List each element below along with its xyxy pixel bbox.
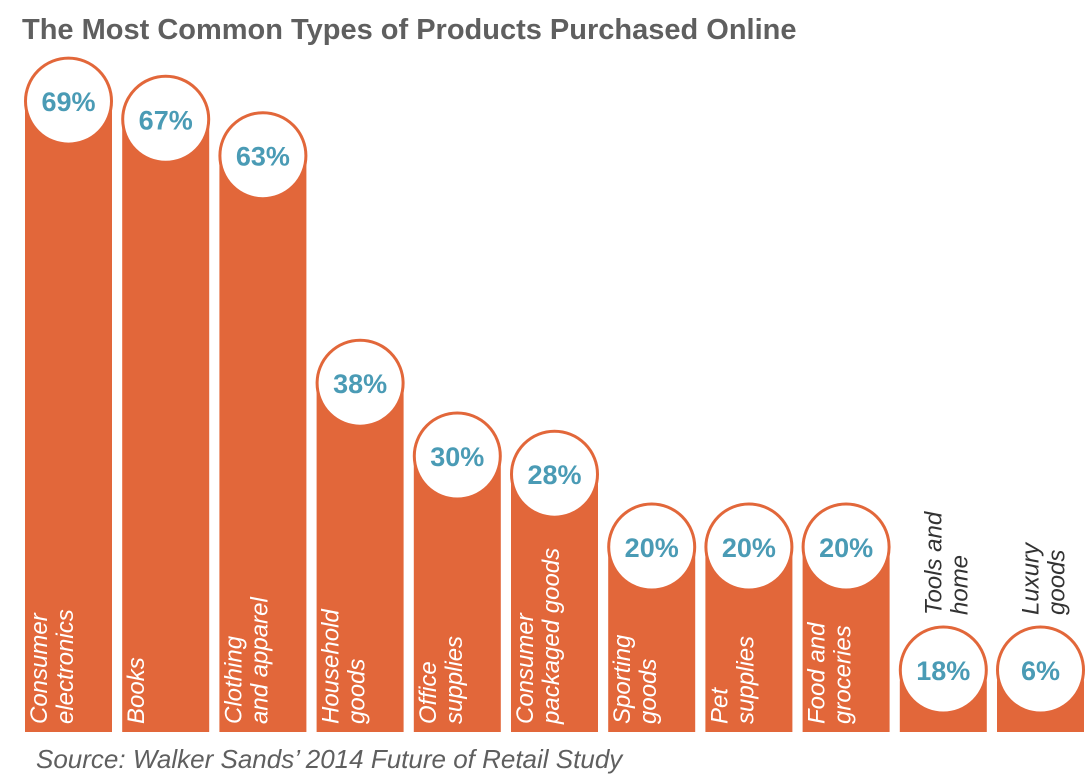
- value-circle: [24, 56, 113, 146]
- bar-group: 18% Tools andhome: [898, 511, 988, 732]
- category-label-line: Luxury: [1018, 541, 1045, 615]
- category-label-line: Tools and: [920, 511, 947, 615]
- data-label: 38%: [333, 369, 387, 399]
- bar: [511, 477, 598, 732]
- bar: [316, 386, 404, 732]
- bar: [122, 122, 210, 733]
- bar-group: 67% Books: [121, 74, 211, 733]
- category-label-line: supplies: [732, 636, 759, 724]
- value-circle: [898, 625, 988, 715]
- category-label-line: supplies: [441, 636, 468, 724]
- bar: [25, 104, 112, 733]
- data-label: 18%: [916, 656, 970, 686]
- data-label: 6%: [1021, 656, 1060, 686]
- value-circle: [510, 429, 599, 519]
- bar-group: 20% Sportinggoods: [607, 502, 697, 732]
- value-circle: [996, 625, 1085, 715]
- category-label: Consumerpackaged goods: [512, 548, 565, 725]
- category-label-line: Books: [123, 657, 150, 724]
- category-label-line: Household: [318, 609, 345, 724]
- bar-chart: 69%Consumerelectronics67%Books63%Clothin…: [24, 56, 1085, 733]
- data-label: 28%: [527, 460, 581, 490]
- category-label-line: electronics: [52, 609, 79, 724]
- value-circle: [218, 111, 308, 201]
- category-label-line: goods: [635, 659, 662, 724]
- value-circle: [704, 502, 794, 592]
- value-circle: [607, 502, 697, 592]
- bar-group: 20% Food andgroceries: [801, 502, 891, 732]
- source-note: Source: Walker Sands’ 2014 Future of Ret…: [36, 744, 623, 774]
- category-label-line: Clothing: [220, 635, 247, 724]
- category-label-line: packaged goods: [538, 548, 565, 725]
- category-label-line: Consumer: [26, 612, 53, 724]
- chart-title: The Most Common Types of Products Purcha…: [22, 14, 797, 46]
- category-label: Books: [123, 657, 150, 724]
- category-label-line: and apparel: [246, 597, 273, 724]
- bar-group: 6% Luxurygoods: [996, 541, 1085, 732]
- category-label-line: goods: [344, 659, 371, 724]
- value-circle: [412, 411, 502, 501]
- bar-group: 63% Clothingand apparel: [218, 111, 308, 732]
- data-label: 20%: [722, 533, 776, 563]
- data-label: 67%: [139, 105, 193, 135]
- category-label: Petsupplies: [706, 636, 759, 724]
- category-label-line: Pet: [706, 687, 733, 724]
- category-label: Clothingand apparel: [220, 597, 273, 724]
- category-label: Tools andhome: [920, 511, 973, 615]
- category-label-line: groceries: [830, 625, 857, 724]
- data-label: 20%: [819, 533, 873, 563]
- bar-group: 20% Petsupplies: [704, 502, 794, 732]
- bar-group: 38% Householdgoods: [315, 338, 405, 732]
- category-label-line: Food and: [804, 622, 831, 724]
- data-label: 30%: [430, 442, 484, 472]
- category-label: Sportinggoods: [609, 634, 662, 724]
- bar-group: 69% Consumerelectronics: [24, 56, 113, 733]
- data-label: 69%: [41, 87, 95, 117]
- value-circle: [801, 502, 891, 592]
- data-label: 63%: [236, 142, 290, 172]
- bar: [219, 158, 307, 732]
- data-label: 20%: [625, 533, 679, 563]
- category-label-line: goods: [1044, 550, 1071, 615]
- value-circle: [315, 338, 405, 428]
- category-label-line: Consumer: [512, 612, 539, 724]
- category-label-line: Sporting: [609, 634, 636, 724]
- category-label: Officesupplies: [415, 636, 468, 724]
- bar-group: 28% Consumerpackaged goods: [510, 429, 599, 732]
- bar-group: 30% Officesupplies: [412, 411, 502, 732]
- category-label: Food andgroceries: [804, 622, 857, 724]
- category-label: Consumerelectronics: [26, 609, 79, 724]
- category-label-line: Office: [415, 661, 442, 724]
- bar: [413, 459, 501, 732]
- value-circle: [121, 74, 211, 164]
- category-label: Luxurygoods: [1018, 541, 1071, 615]
- category-label-line: home: [946, 555, 973, 615]
- category-label: Householdgoods: [318, 609, 371, 724]
